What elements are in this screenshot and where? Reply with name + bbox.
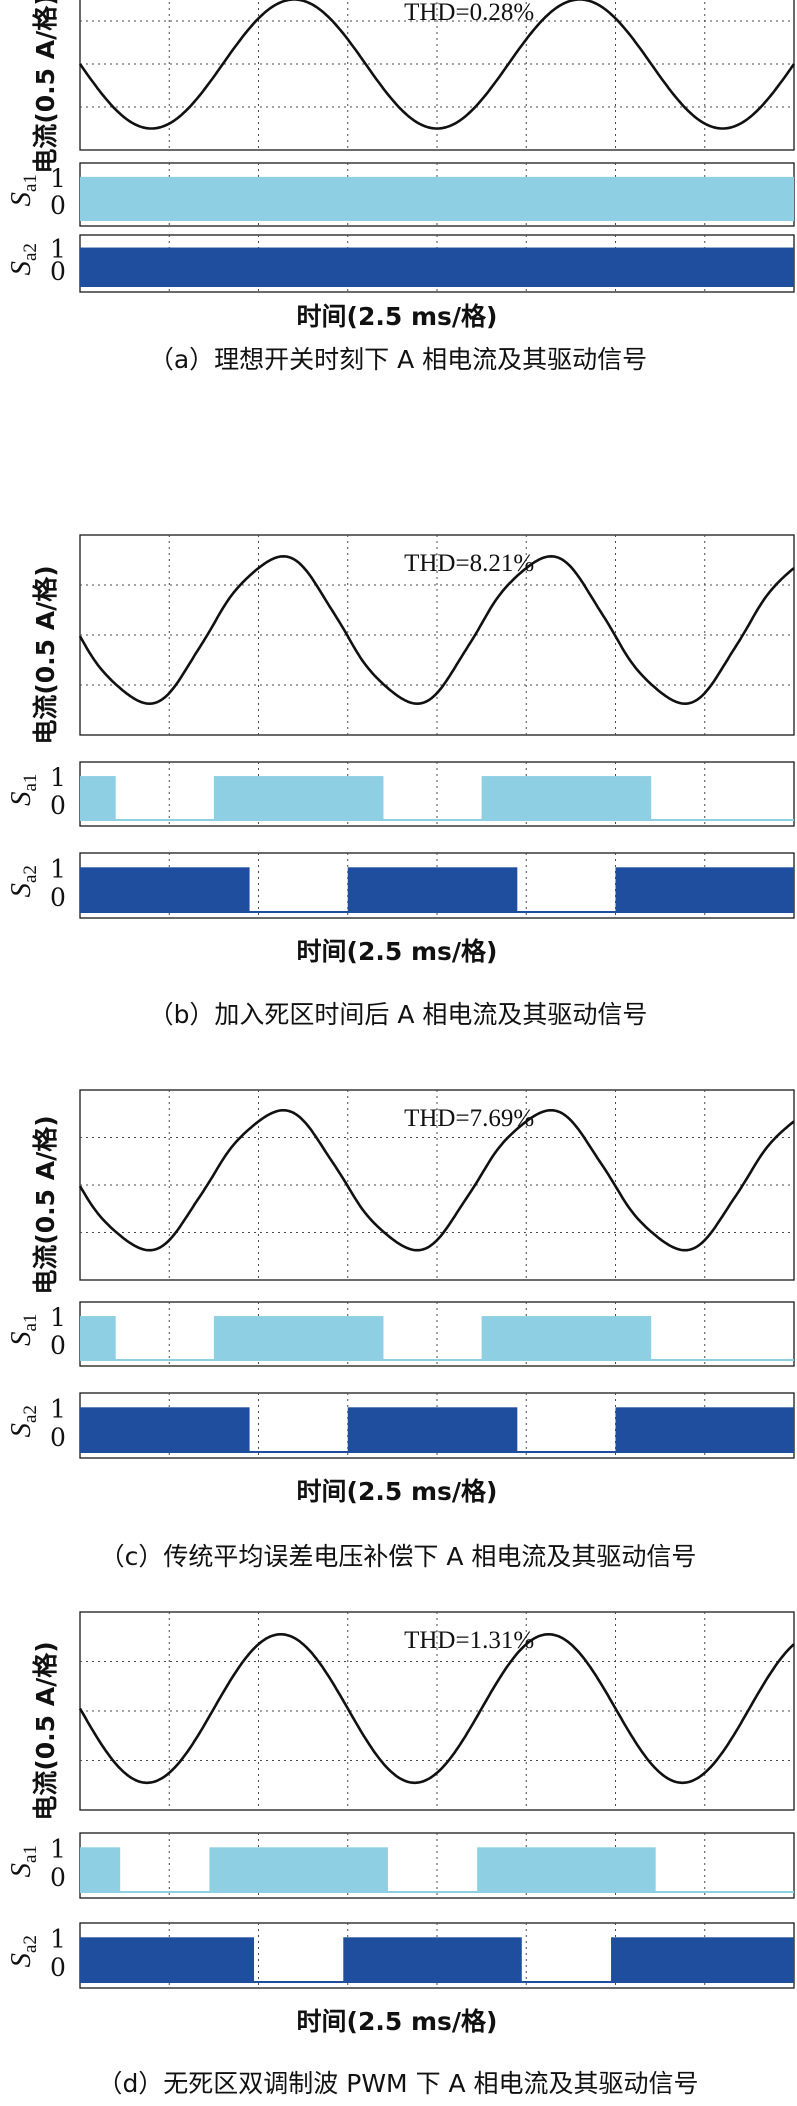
sa2-signal-high-pulse bbox=[615, 1407, 794, 1452]
panel-caption: （a）理想开关时刻下 A 相电流及其驱动信号 bbox=[149, 345, 647, 374]
sa2-signal-label-letter: S bbox=[5, 883, 37, 898]
thd-label: THD=1.31% bbox=[404, 1627, 534, 1654]
thd-label: THD=8.21% bbox=[404, 550, 534, 577]
sa1-signal-label: Sa1 bbox=[5, 174, 41, 206]
sa1-signal-high-pulse bbox=[80, 1847, 121, 1892]
sa1-signal-high-pulse bbox=[80, 1316, 116, 1360]
sa1-signal-high-pulse bbox=[80, 176, 794, 220]
thd-label: THD=7.69% bbox=[404, 1105, 534, 1132]
current-series-line bbox=[78, 1109, 795, 1252]
sa2-signal-label-subscript: a2 bbox=[20, 1405, 41, 1423]
sa1-signal-label-letter: S bbox=[5, 1331, 37, 1346]
sa1-signal-high-pulse bbox=[209, 1847, 388, 1892]
sa1-signal-label-letter: S bbox=[5, 192, 37, 207]
sa2-signal-high-pulse bbox=[80, 1407, 250, 1452]
sa2-signal-high-pulse bbox=[80, 867, 250, 912]
sa2-signal-high-pulse bbox=[611, 1937, 794, 1982]
sa2-signal-label-subscript: a2 bbox=[20, 1935, 41, 1953]
panel-caption: （b）加入死区时间后 A 相电流及其驱动信号 bbox=[149, 1000, 648, 1029]
x-axis-title: 时间(2.5 ms/格) bbox=[297, 937, 498, 966]
sa1-signal-tick-1: 1 bbox=[50, 1303, 66, 1332]
y-axis-title: 电流(0.5 A/格) bbox=[31, 1115, 60, 1294]
sa2-signal-tick-0: 0 bbox=[50, 257, 66, 286]
sa1-signal-high-pulse bbox=[481, 1316, 652, 1360]
sa2-signal-label-subscript: a2 bbox=[20, 243, 41, 261]
thd-label: THD=0.28% bbox=[404, 0, 534, 26]
sa2-signal-label: Sa2 bbox=[5, 865, 41, 897]
sa2-signal-tick-0: 0 bbox=[50, 1423, 66, 1452]
sa2-signal-label-letter: S bbox=[5, 1423, 37, 1438]
sa2-signal-tick-1: 1 bbox=[50, 1924, 66, 1953]
sa2-signal-tick-0: 0 bbox=[50, 883, 66, 912]
sa1-signal-tick-0: 0 bbox=[50, 791, 66, 820]
sa2-signal-high-pulse bbox=[80, 1937, 255, 1982]
sa1-signal-label-letter: S bbox=[5, 791, 37, 806]
y-axis-title: 电流(0.5 A/格) bbox=[31, 565, 60, 744]
sa1-signal-high-pulse bbox=[481, 776, 652, 820]
sa1-signal-high-pulse bbox=[80, 776, 116, 820]
sa1-signal-label-subscript: a1 bbox=[20, 1845, 41, 1863]
sa2-signal-label: Sa2 bbox=[5, 243, 41, 275]
sa2-signal-tick-1: 1 bbox=[50, 1394, 66, 1423]
sa1-signal-tick-0: 0 bbox=[50, 1331, 66, 1360]
sa1-signal-label: Sa1 bbox=[5, 1845, 41, 1877]
panel-caption: （d）无死区双调制波 PWM 下 A 相电流及其驱动信号 bbox=[97, 2069, 698, 2098]
sa2-signal-label-subscript: a2 bbox=[20, 865, 41, 883]
sa1-signal-label-letter: S bbox=[5, 1863, 37, 1878]
sa1-signal-tick-0: 0 bbox=[50, 191, 66, 220]
x-axis-title: 时间(2.5 ms/格) bbox=[297, 302, 498, 331]
sa2-signal-high-pulse bbox=[347, 867, 518, 912]
y-axis-title: 电流(0.5 A/格) bbox=[31, 1641, 60, 1820]
x-axis-title: 时间(2.5 ms/格) bbox=[297, 1477, 498, 1506]
sa2-signal-tick-0: 0 bbox=[50, 1953, 66, 1982]
sa1-signal-label: Sa1 bbox=[5, 1314, 41, 1346]
x-axis-title: 时间(2.5 ms/格) bbox=[297, 2007, 498, 2036]
sa1-signal-tick-1: 1 bbox=[50, 763, 66, 792]
sa2-signal-tick-1: 1 bbox=[50, 854, 66, 883]
sa2-signal-label-letter: S bbox=[5, 1953, 37, 1968]
sa2-signal-high-pulse bbox=[343, 1937, 522, 1982]
sa1-signal-tick-1: 1 bbox=[50, 1834, 66, 1863]
sa2-signal-tick-1: 1 bbox=[50, 235, 66, 264]
current-series-line bbox=[78, 1633, 795, 1785]
sa2-signal-high-pulse bbox=[80, 247, 794, 286]
y-axis-title: 电流(0.5 A/格) bbox=[31, 0, 60, 174]
sa1-signal-tick-0: 0 bbox=[50, 1863, 66, 1892]
current-series-line bbox=[78, 0, 796, 130]
sa2-signal-high-pulse bbox=[347, 1407, 518, 1452]
panel-caption: （c）传统平均误差电压补偿下 A 相电流及其驱动信号 bbox=[100, 1542, 697, 1571]
sa1-signal-high-pulse bbox=[213, 776, 384, 820]
sa1-signal-label-subscript: a1 bbox=[20, 774, 41, 792]
sa1-signal-high-pulse bbox=[477, 1847, 656, 1892]
sa2-signal-label: Sa2 bbox=[5, 1935, 41, 1967]
sa1-signal-high-pulse bbox=[213, 1316, 384, 1360]
sa2-signal-high-pulse bbox=[615, 867, 794, 912]
sa1-signal-tick-1: 1 bbox=[50, 164, 66, 193]
sa1-signal-label-subscript: a1 bbox=[20, 1314, 41, 1332]
current-series-line bbox=[78, 554, 795, 706]
sa1-signal-label: Sa1 bbox=[5, 774, 41, 806]
sa2-signal-label: Sa2 bbox=[5, 1405, 41, 1437]
sa2-signal-label-letter: S bbox=[5, 261, 37, 276]
sa1-signal-label-subscript: a1 bbox=[20, 174, 41, 192]
